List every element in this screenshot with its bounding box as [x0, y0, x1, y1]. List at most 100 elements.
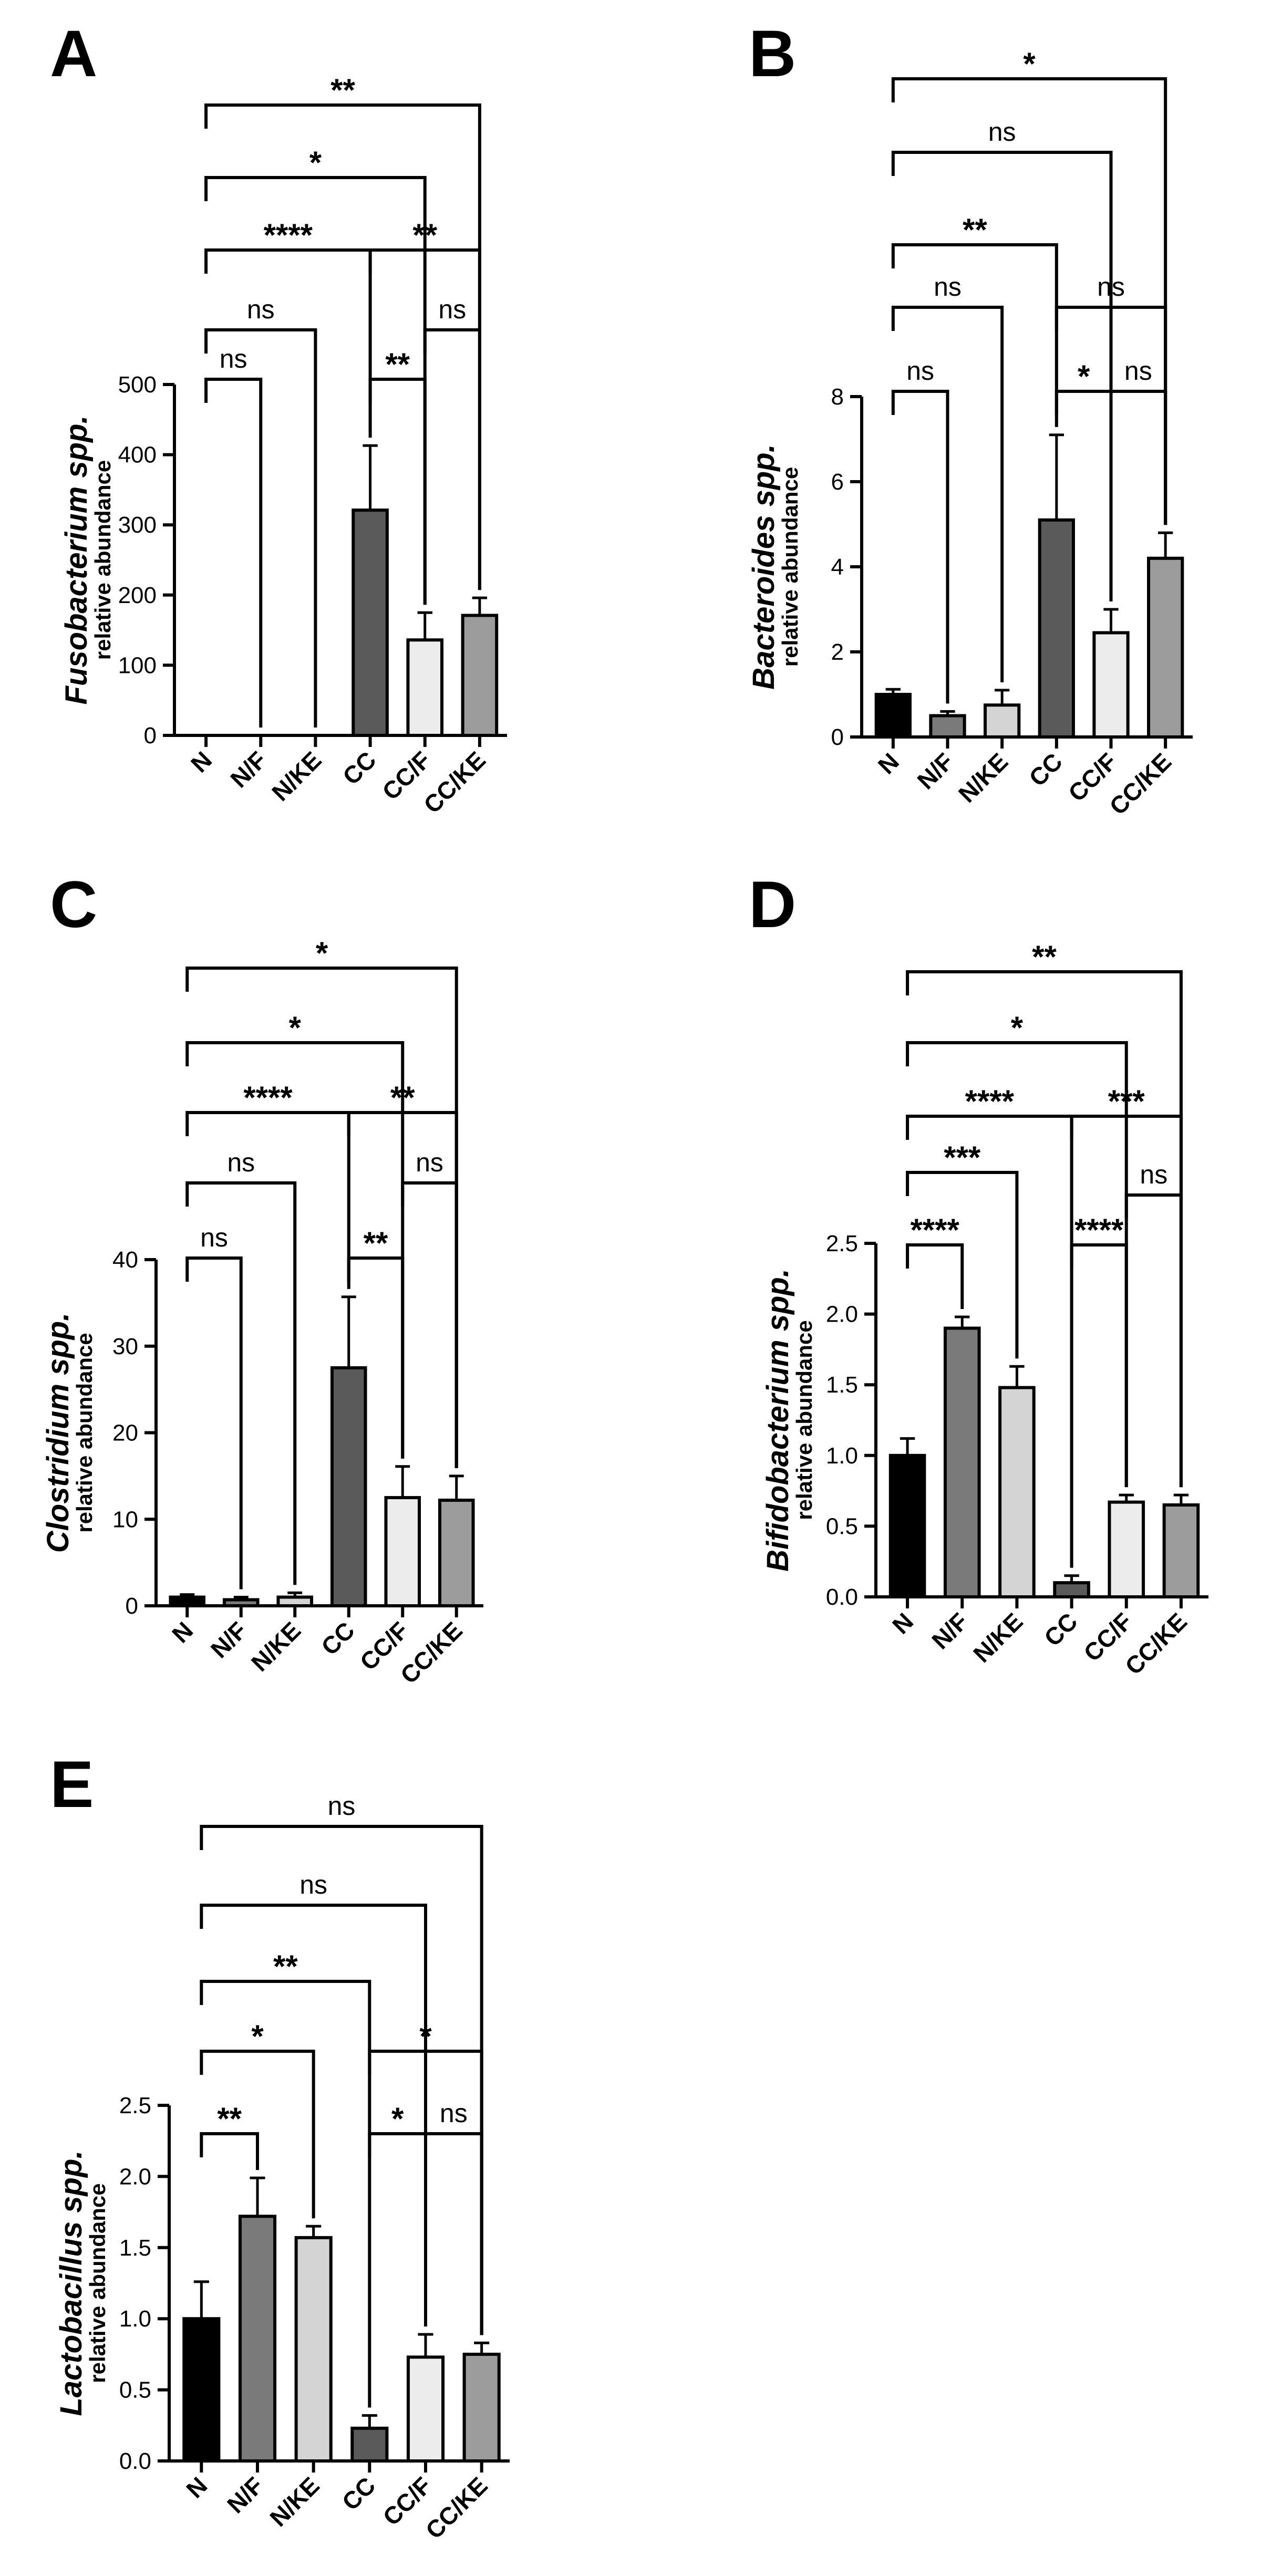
significance-label: **	[273, 1949, 298, 1984]
bar-cc	[350, 2426, 389, 2463]
panel-letter-b: B	[749, 17, 796, 90]
significance-label: *	[419, 2019, 432, 2054]
significance-label: **	[963, 212, 987, 247]
significance-label: ns	[220, 344, 247, 373]
bar-cc	[352, 508, 389, 737]
x-tick-label-ccke: CC/KE	[395, 1616, 468, 1689]
significance-label: ns	[299, 1870, 327, 1899]
y-tick-label: 0.0	[119, 2448, 151, 2474]
significance-label: ns	[438, 295, 466, 324]
x-tick-label-cc: CC	[337, 2471, 381, 2516]
significance-bracket	[185, 1111, 350, 1289]
bar-nf	[943, 1326, 981, 1599]
y-axis-title: Clostridium spp.	[41, 1313, 75, 1553]
significance-label: ns	[440, 2099, 468, 2128]
y-tick-label: 0	[144, 723, 157, 749]
significance-bracket	[200, 1980, 371, 2408]
y-tick-label: 10	[112, 1507, 138, 1532]
y-tick-label: 6	[831, 469, 844, 495]
bar-nf	[222, 1598, 260, 1608]
y-axis-subtitle: relative abundance	[90, 460, 115, 660]
significance-label: ****	[965, 1084, 1015, 1119]
y-tick-label: 2.0	[826, 1302, 858, 1327]
significance-label: **	[1032, 939, 1057, 974]
bar-ccf	[384, 1496, 421, 1607]
significance-label: ****	[264, 217, 313, 253]
significance-bracket	[200, 2132, 259, 2170]
significance-bracket	[891, 77, 1167, 525]
y-tick-label: 20	[112, 1420, 138, 1446]
x-tick-label-cc: CC	[1024, 747, 1068, 792]
x-tick-label-n: N	[167, 1616, 198, 1648]
y-axis-title: Bacteroides spp.	[747, 444, 781, 689]
significance-label: *	[1023, 46, 1036, 81]
significance-label: ****	[243, 1080, 293, 1115]
y-axis-title: Fusobacterium spp.	[59, 415, 94, 704]
y-tick-label: 30	[112, 1334, 138, 1359]
x-tick-label-ccke: CC/KE	[418, 746, 491, 818]
x-tick-label-n: N	[873, 747, 904, 779]
significance-bracket	[204, 248, 372, 438]
significance-label: *	[391, 2101, 404, 2136]
significance-label: *	[251, 2019, 264, 2054]
x-tick-label-nf: N/F	[222, 2471, 268, 2518]
bar-ccke	[438, 1499, 475, 1607]
panel-d: D 0.0 0.5 1.0 1.5 2.0 2.5 Bifidobacterium spp.r…	[749, 868, 1208, 1680]
bar-nf	[238, 2215, 277, 2463]
panel-letter-e: E	[50, 1748, 94, 1821]
bar-ccke	[462, 2352, 501, 2463]
significance-label: ***	[944, 1140, 981, 1175]
x-tick-label-nf: N/F	[205, 1616, 252, 1663]
significance-label: ns	[988, 117, 1016, 147]
bar-n	[874, 693, 912, 739]
x-tick-label-cc: CC	[337, 746, 381, 790]
significance-bracket	[200, 1904, 427, 2326]
significance-label: ns	[1097, 272, 1125, 302]
y-tick-label: 1.0	[826, 1443, 858, 1469]
bar-n	[888, 1453, 926, 1599]
significance-label: *	[289, 1010, 302, 1045]
panel-e: E 0.0 0.5 1.0 1.5 2.0 2.5 Lactobacillus spp.rel…	[50, 1748, 510, 2544]
y-axis-subtitle: relative abundance	[778, 467, 802, 667]
significance-bracket	[347, 1256, 405, 1459]
significance-bracket	[204, 378, 263, 728]
y-axis-subtitle: relative abundance	[72, 1333, 97, 1532]
significance-bracket	[906, 1243, 964, 1309]
panel-letter-d: D	[749, 868, 796, 941]
y-tick-label: 2.5	[826, 1231, 858, 1256]
significance-bracket	[204, 328, 317, 728]
x-tick-label-nke: N/KE	[246, 1616, 306, 1676]
y-tick-label: 1.5	[119, 2235, 151, 2261]
significance-label: ns	[416, 1148, 443, 1177]
y-tick-label: 300	[118, 512, 157, 538]
y-tick-label: 2.5	[119, 2093, 151, 2118]
x-tick-label-ccke: CC/KE	[1120, 1607, 1192, 1680]
x-tick-label-n: N	[181, 2471, 212, 2503]
significance-bracket	[185, 1041, 405, 1459]
bar-nke	[276, 1595, 314, 1607]
y-axis-title: Lactobacillus spp.	[54, 2151, 88, 2416]
significance-bracket	[891, 306, 1004, 682]
panel-b: B 0 2 4 6 8 Bacteroides spp.relative abundance…	[747, 17, 1193, 820]
significance-bracket	[200, 2050, 315, 2219]
y-tick-label: 2	[831, 639, 844, 665]
bar-cc	[1038, 518, 1075, 739]
significance-label: ns	[247, 295, 275, 324]
significance-bracket	[368, 2132, 427, 2326]
x-tick-label-n: N	[887, 1607, 918, 1639]
significance-bracket	[1124, 1193, 1183, 1488]
significance-label: ****	[1074, 1212, 1124, 1248]
significance-bracket	[1055, 390, 1113, 601]
y-axis-title: Bifidobacterium spp.	[761, 1269, 795, 1572]
x-tick-label-cc: CC	[1039, 1607, 1083, 1651]
x-tick-label-ccke: CC/KE	[1104, 747, 1176, 820]
significance-label: *	[309, 145, 322, 180]
bar-nke	[984, 703, 1021, 739]
y-tick-label: 400	[118, 442, 157, 468]
x-tick-label-nf: N/F	[225, 746, 272, 793]
bar-ccke	[1162, 1503, 1200, 1599]
y-axis-subtitle: relative abundance	[85, 2183, 110, 2383]
y-tick-label: 0.0	[826, 1584, 858, 1610]
x-tick-label-nke: N/KE	[953, 747, 1013, 807]
